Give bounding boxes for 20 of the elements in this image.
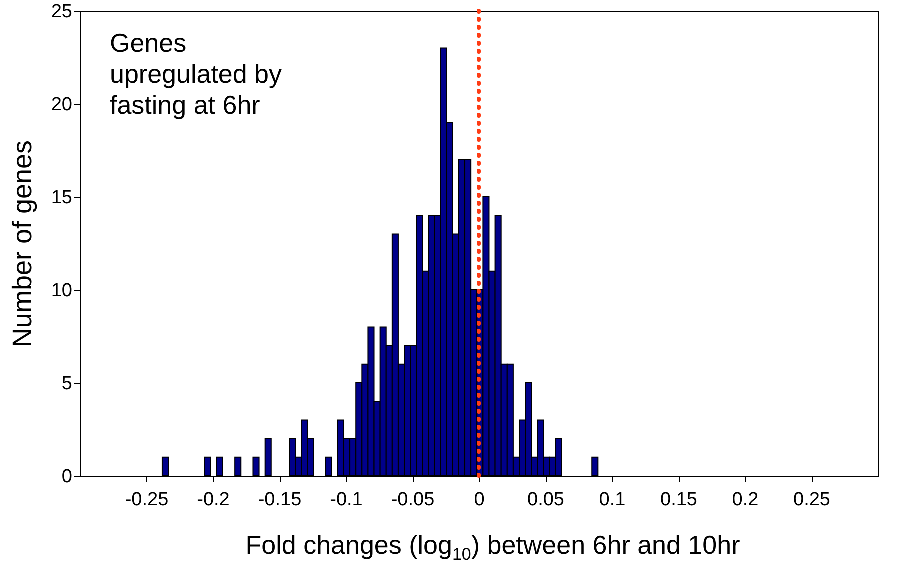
x-tick-label: -0.25: [125, 490, 169, 510]
x-tick-label: 0.25: [794, 490, 830, 510]
x-tick-label: 0: [474, 490, 485, 510]
annotation: Genes upregulated by fasting at 6hr: [110, 28, 282, 120]
y-axis-title: Number of genes: [7, 140, 38, 348]
y-tick-label: 25: [51, 2, 72, 22]
x-tick-label: 0.15: [660, 490, 698, 510]
x-tick-label: 0.1: [599, 490, 626, 510]
x-tick-label: 0.2: [732, 490, 759, 510]
y-tick-label: 10: [51, 280, 72, 302]
y-tick-label: 5: [62, 374, 72, 394]
y-tick-label: 15: [51, 188, 72, 208]
x-axis-title: Fold changes (log$_{10}$) between 6hr and 10hr: [244, 530, 742, 566]
x-tick-label: -0.1: [330, 490, 363, 510]
x-tick-label: -0.2: [197, 490, 230, 510]
y-tick-label: 20: [51, 94, 72, 116]
x-tick-label: 0.05: [528, 490, 564, 510]
y-tick-label: 0: [62, 466, 72, 488]
x-tick-label: -0.15: [258, 490, 302, 510]
x-tick-label: -0.05: [391, 490, 435, 510]
